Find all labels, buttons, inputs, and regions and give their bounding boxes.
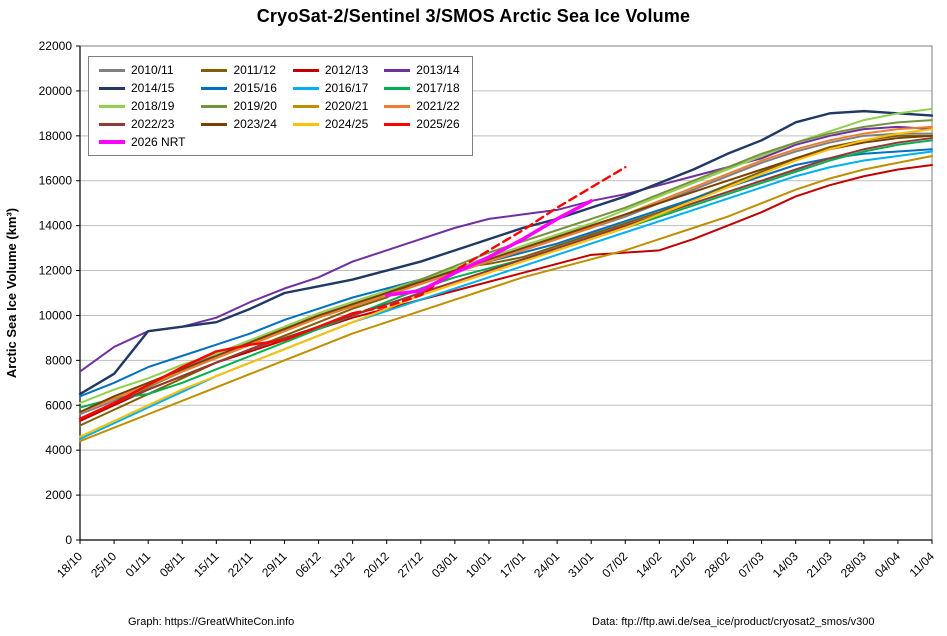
svg-text:12000: 12000: [39, 264, 73, 278]
svg-text:28/02: 28/02: [702, 549, 733, 580]
legend-label: 2012/13: [324, 63, 369, 77]
svg-text:04/04: 04/04: [872, 549, 903, 580]
footer-graph-credit: Graph: https://GreatWhiteCon.info: [128, 616, 295, 628]
svg-text:01/11: 01/11: [123, 549, 154, 580]
legend-label: 2017/18: [416, 81, 460, 95]
svg-text:29/11: 29/11: [259, 549, 290, 580]
svg-text:18/10: 18/10: [54, 549, 85, 580]
legend-swatch: [201, 122, 228, 126]
legend-swatch: [201, 104, 228, 108]
legend-swatch: [99, 122, 125, 126]
page-title: CryoSat-2/Sentinel 3/SMOS Arctic Sea Ice…: [256, 6, 691, 26]
svg-text:10000: 10000: [39, 308, 73, 322]
legend-item: 2024/25: [292, 117, 369, 131]
legend-label: 2022/23: [131, 117, 175, 131]
legend-swatch: [99, 140, 125, 144]
svg-text:16000: 16000: [39, 174, 73, 188]
legend-item: 2026 NRT: [99, 135, 185, 149]
legend-swatch: [292, 122, 319, 126]
legend-swatch: [384, 104, 411, 108]
legend-item: 2016/17: [292, 81, 369, 95]
legend-label: 2013/14: [416, 63, 460, 77]
svg-text:11/04: 11/04: [907, 549, 938, 580]
legend-swatch: [201, 68, 228, 72]
legend-item: 2013/14: [384, 63, 460, 77]
svg-text:18000: 18000: [39, 129, 73, 143]
svg-text:27/12: 27/12: [395, 549, 426, 580]
legend-item: 2022/23: [99, 117, 185, 131]
sea-ice-volume-chart: 0 2000 4000 6000 8000 10000 12000 14000 16000 180…: [4, 39, 938, 580]
legend-swatch: [99, 68, 125, 72]
legend-label: 2016/17: [324, 81, 369, 95]
svg-text:28/03: 28/03: [838, 549, 869, 580]
legend-item: 2017/18: [384, 81, 460, 95]
svg-text:31/01: 31/01: [565, 549, 596, 580]
svg-text:4000: 4000: [45, 443, 72, 457]
legend-label: 2010/11: [131, 63, 174, 77]
svg-text:15/11: 15/11: [191, 549, 222, 580]
legend-swatch: [384, 122, 411, 126]
legend-swatch: [292, 104, 319, 108]
legend-label: 2011/12: [233, 63, 276, 77]
legend-swatch: [99, 104, 125, 108]
svg-text:03/01: 03/01: [429, 549, 460, 580]
legend-item: 2014/15: [99, 81, 185, 95]
legend-label: 2018/19: [131, 99, 175, 113]
svg-text:Arctic Sea Ice Volume (km³): Arctic Sea Ice Volume (km³): [4, 208, 19, 378]
svg-text:2000: 2000: [45, 488, 72, 502]
svg-text:20/12: 20/12: [361, 549, 392, 580]
legend-swatch: [292, 68, 319, 72]
legend-label: 2023/24: [233, 117, 277, 131]
svg-text:06/12: 06/12: [293, 549, 324, 580]
legend-swatch: [384, 86, 411, 90]
legend-label: 2014/15: [131, 81, 175, 95]
legend-swatch: [201, 86, 228, 90]
legend-item: 2021/22: [384, 99, 460, 113]
legend-item: 2023/24: [201, 117, 277, 131]
svg-text:20000: 20000: [39, 84, 73, 98]
legend-item: 2025/26: [384, 117, 460, 131]
svg-text:21/02: 21/02: [667, 549, 698, 580]
legend-label: 2024/25: [324, 117, 369, 131]
legend-label: 2026 NRT: [131, 135, 186, 149]
legend-label: 2020/21: [324, 99, 369, 113]
svg-text:07/02: 07/02: [599, 549, 630, 580]
legend-swatch: [292, 86, 319, 90]
legend: 2010/11 2011/12 2012/13 2013/14 2014/15 2015/…: [88, 56, 473, 156]
svg-text:22000: 22000: [39, 39, 73, 53]
legend-label: 2025/26: [416, 117, 460, 131]
svg-text:22/11: 22/11: [225, 549, 256, 580]
legend-item: 2012/13: [292, 63, 369, 77]
svg-text:10/01: 10/01: [463, 549, 494, 580]
svg-text:24/01: 24/01: [531, 549, 562, 580]
svg-text:6000: 6000: [45, 398, 72, 412]
legend-item: 2018/19: [99, 99, 185, 113]
svg-text:14/03: 14/03: [770, 549, 801, 580]
svg-text:14/02: 14/02: [633, 549, 664, 580]
legend-label: 2021/22: [416, 99, 460, 113]
svg-text:25/10: 25/10: [88, 549, 119, 580]
legend-item: 2010/11: [99, 63, 185, 77]
legend-item: 2011/12: [201, 63, 276, 77]
legend-item: 2020/21: [292, 99, 369, 113]
legend-item: 2015/16: [201, 81, 277, 95]
legend-swatch: [384, 68, 411, 72]
legend-label: 2015/16: [233, 81, 277, 95]
svg-text:07/03: 07/03: [736, 549, 767, 580]
legend-swatch: [99, 86, 125, 90]
legend-label: 2019/20: [233, 99, 277, 113]
legend-item: 2019/20: [201, 99, 277, 113]
svg-text:14000: 14000: [39, 219, 73, 233]
svg-text:21/03: 21/03: [804, 549, 835, 580]
svg-text:08/11: 08/11: [157, 549, 188, 580]
svg-text:13/12: 13/12: [327, 549, 358, 580]
svg-text:0: 0: [65, 533, 72, 547]
footer-data-source: Data: ftp://ftp.awi.de/sea_ice/product/c…: [592, 616, 875, 628]
svg-text:17/01: 17/01: [497, 549, 528, 580]
svg-text:8000: 8000: [45, 353, 72, 367]
